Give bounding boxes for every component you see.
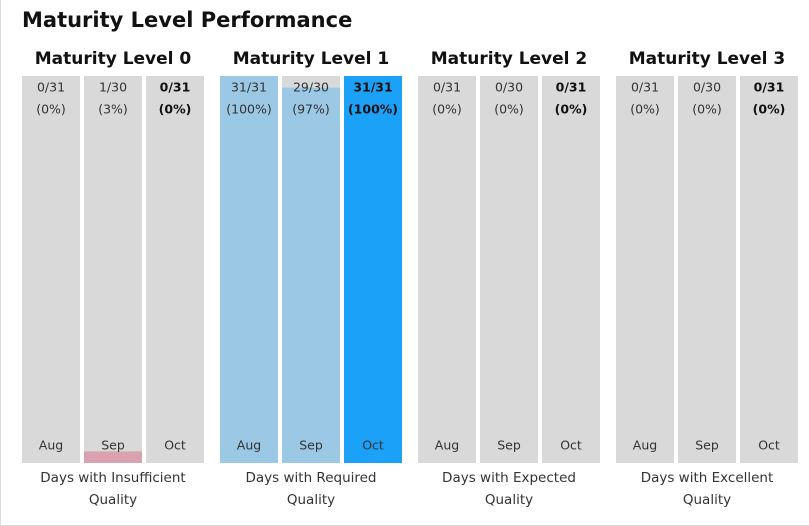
group-name: Maturity Level 1 <box>233 49 390 69</box>
percent-label: (0%) <box>692 102 722 117</box>
month-label: Oct <box>758 438 780 453</box>
percent-label: (3%) <box>98 102 128 117</box>
percent-label: (0%) <box>630 102 660 117</box>
percent-label: (0%) <box>494 102 524 117</box>
percent-label: (100%) <box>226 102 272 117</box>
title: Maturity Level Performance <box>22 8 352 32</box>
group-caption: Quality <box>89 492 137 508</box>
group-caption: Days with Insufficient <box>40 470 185 486</box>
month-label: Aug <box>633 438 657 453</box>
column-track <box>678 76 736 463</box>
month-label: Sep <box>299 438 323 453</box>
column-track <box>418 76 476 463</box>
group-name: Maturity Level 3 <box>629 49 786 69</box>
column-fill <box>220 76 278 463</box>
column-fill <box>282 87 340 464</box>
count-label: 0/31 <box>433 80 461 95</box>
group-caption: Quality <box>683 492 731 508</box>
group-name: Maturity Level 2 <box>431 49 588 69</box>
count-label: 0/31 <box>160 80 191 95</box>
month-label: Aug <box>435 438 459 453</box>
percent-label: (0%) <box>432 102 462 117</box>
month-label: Oct <box>362 438 384 453</box>
count-label: 1/30 <box>99 80 127 95</box>
column-track <box>22 76 80 463</box>
group-caption: Quality <box>485 492 533 508</box>
percent-label: (0%) <box>36 102 66 117</box>
group-name: Maturity Level 0 <box>35 49 192 69</box>
month-label: Aug <box>39 438 63 453</box>
column-track <box>84 76 142 463</box>
group-caption: Quality <box>287 492 335 508</box>
count-label: 0/30 <box>693 80 721 95</box>
percent-label: (100%) <box>348 102 398 117</box>
count-label: 29/30 <box>293 80 329 95</box>
column-track <box>480 76 538 463</box>
group-caption: Days with Excellent <box>641 470 774 486</box>
month-label: Aug <box>237 438 261 453</box>
month-label: Sep <box>695 438 719 453</box>
percent-label: (0%) <box>555 102 588 117</box>
count-label: 31/31 <box>231 80 267 95</box>
percent-label: (0%) <box>159 102 192 117</box>
group-caption: Days with Expected <box>442 470 576 486</box>
count-label: 31/31 <box>353 80 392 95</box>
column-fill <box>84 451 142 463</box>
percent-label: (0%) <box>753 102 786 117</box>
column-track <box>542 76 600 463</box>
count-label: 0/31 <box>37 80 65 95</box>
column-fill <box>344 76 402 463</box>
column-track <box>740 76 798 463</box>
count-label: 0/31 <box>754 80 785 95</box>
group-caption: Days with Required <box>246 470 377 486</box>
count-label: 0/31 <box>556 80 587 95</box>
month-label: Sep <box>497 438 521 453</box>
count-label: 0/31 <box>631 80 659 95</box>
column-track <box>146 76 204 463</box>
count-label: 0/30 <box>495 80 523 95</box>
percent-label: (97%) <box>292 102 330 117</box>
month-label: Oct <box>164 438 186 453</box>
month-label: Oct <box>560 438 582 453</box>
column-track <box>616 76 674 463</box>
month-label: Sep <box>101 438 125 453</box>
